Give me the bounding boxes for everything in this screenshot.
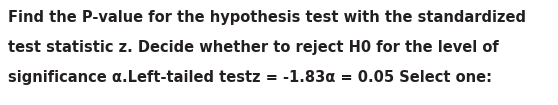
Text: significance α.Left-tailed testz = -1.83α = 0.05 Select one:: significance α.Left-tailed testz = -1.83… — [8, 70, 492, 85]
Text: Find the P-value for the hypothesis test with the standardized: Find the P-value for the hypothesis test… — [8, 10, 526, 25]
Text: test statistic z. Decide whether to reject H0 for the level of: test statistic z. Decide whether to reje… — [8, 40, 499, 55]
